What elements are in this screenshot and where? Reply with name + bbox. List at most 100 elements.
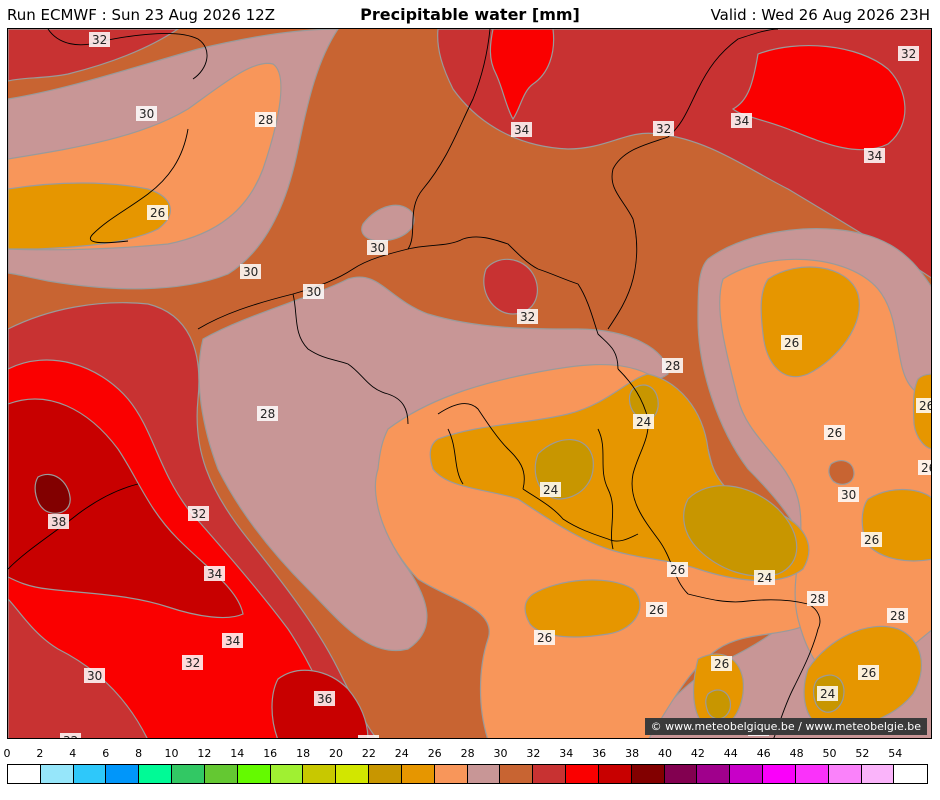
contour-label: 26 [646,602,667,617]
color-scale-tick-label: 12 [197,747,212,760]
svg-text:28: 28 [258,113,273,127]
svg-text:28: 28 [665,359,680,373]
color-swatch [795,765,829,783]
color-swatch [664,765,698,783]
contour-label: 28 [807,591,828,606]
color-scale-tick-label: 38 [625,747,640,760]
color-scale-tick-label: 34 [559,747,574,760]
contour-label: 30 [136,106,157,121]
contour-label: 36 [314,691,335,706]
color-swatch [172,765,205,783]
zone-28-30-coast [361,204,415,242]
color-swatch [828,765,862,783]
zone-22-24-d [705,689,732,720]
contour-label: 34 [222,633,243,648]
svg-text:34: 34 [207,567,222,581]
contour-label: 26 [916,398,932,413]
svg-text:26: 26 [714,657,729,671]
svg-text:26: 26 [861,666,876,680]
color-swatch [763,765,796,783]
svg-text:30: 30 [139,107,154,121]
color-scale-tick-label: 10 [164,747,179,760]
contour-label: 30 [838,487,859,502]
svg-text:30: 30 [243,265,258,279]
svg-text:32: 32 [63,734,78,739]
color-swatch [697,765,731,783]
color-scale-tick-label: 0 [3,747,11,760]
contour-label: 24 [817,686,838,701]
map-title: Precipitable water [mm] [360,5,580,24]
color-swatch [894,765,928,783]
contour-label: 34 [731,113,752,128]
contour-label: 26 [147,205,168,220]
svg-text:30: 30 [841,488,856,502]
svg-text:34: 34 [867,149,882,163]
color-swatch [139,765,173,783]
color-swatch [369,765,402,783]
color-scale-tick-label: 2 [36,747,44,760]
zone-30-32-east [828,460,855,485]
svg-text:32: 32 [901,47,916,61]
zone-36-38-west [8,398,244,619]
contour-label: 34 [864,148,885,163]
country-borders [8,29,821,738]
color-scale-tick-label: 30 [493,747,508,760]
color-scale-tick-label: 20 [329,747,343,760]
header: Run ECMWF : Sun 23 Aug 2026 12Z Precipit… [0,0,940,28]
svg-text:32: 32 [185,656,200,670]
contour-label: 28 [255,112,276,127]
color-scale-tick-label: 46 [756,747,771,760]
svg-text:26: 26 [150,206,165,220]
zone-22-24-b [683,485,798,577]
color-scale-tick-label: 48 [789,747,804,760]
svg-text:26: 26 [919,399,932,413]
contour-label: 28 [257,406,278,421]
svg-text:26: 26 [537,631,552,645]
svg-text:28: 28 [890,609,905,623]
svg-text:26: 26 [827,426,842,440]
contour-label: 24 [633,414,654,429]
color-scale-tick-label: 16 [263,747,278,760]
contour-label: 30 [240,264,261,279]
svg-text:30: 30 [306,285,321,299]
color-scale-tick-label: 54 [888,747,903,760]
contour-label: 26 [667,562,688,577]
svg-text:38: 38 [51,515,66,529]
zone-34-36-north [489,29,555,121]
color-swatch [336,765,370,783]
svg-text:32: 32 [656,122,671,136]
color-swatch [467,765,501,783]
svg-text:28: 28 [260,407,275,421]
contour-label: 26 [918,460,931,475]
zone-32-34-northwest [8,29,180,82]
color-swatch [401,765,435,783]
copyright-notice: © www.meteobelgique.be / www.meteobelgie… [644,718,927,735]
svg-text:26: 26 [864,533,879,547]
run-info: Run ECMWF : Sun 23 Aug 2026 12Z [7,6,275,24]
color-scale-tick-label: 8 [135,747,143,760]
contour-label: 26 [861,532,882,547]
svg-text:26: 26 [670,563,685,577]
color-scale-tick-label: 14 [230,747,245,760]
color-scale-tick-label: 4 [69,747,77,760]
contour-label: 26 [711,656,732,671]
color-swatch [533,765,567,783]
color-scale-tick-label: 40 [658,747,672,760]
color-scale-tick-label: 52 [855,747,870,760]
zone-24-26-south [524,579,641,638]
contour-label: 32 [60,733,81,739]
color-scale-tick-label: 36 [592,747,607,760]
contour-label: 38 [48,514,69,529]
color-swatch [204,765,238,783]
color-swatch [237,765,271,783]
contour-label: 34 [204,566,225,581]
color-scale-tick-label: 24 [394,747,409,760]
svg-text:34: 34 [514,123,529,137]
contour-label: 26 [858,665,879,680]
contour-label: 30 [303,284,324,299]
svg-text:26: 26 [649,603,664,617]
color-scale-tick-label: 26 [427,747,442,760]
contour-label: 28 [887,608,908,623]
svg-text:32: 32 [92,33,107,47]
contour-label: 34 [511,122,532,137]
